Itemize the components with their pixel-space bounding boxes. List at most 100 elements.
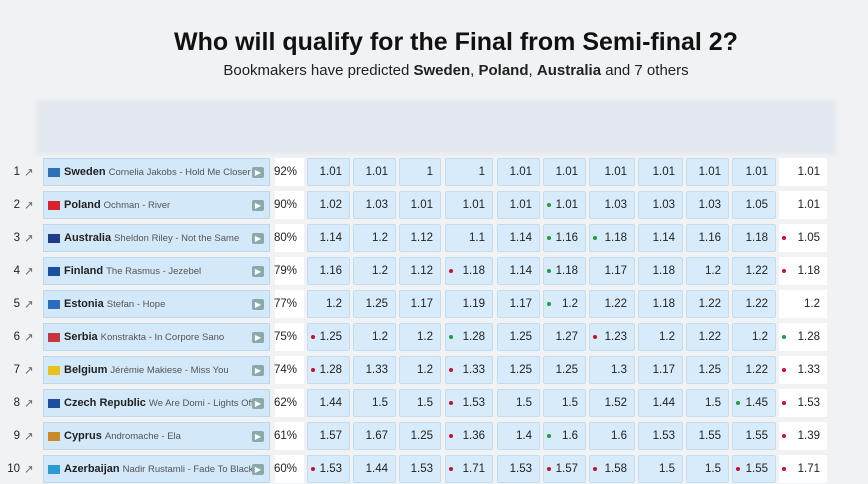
percent: 75%	[274, 323, 304, 351]
play-icon: ▶	[251, 199, 264, 211]
odds: 1.18	[555, 265, 578, 277]
entry[interactable]: Czech Republic We Are Domi - Lights Off ▶	[43, 389, 270, 417]
chart-icon[interactable]: ↗	[24, 464, 34, 476]
odds: 1.03	[698, 199, 721, 211]
odds: 1.18	[745, 232, 768, 244]
odds-cell: 1.02	[307, 191, 350, 219]
odds-cell: 1.25	[353, 290, 396, 318]
percent: 90%	[274, 191, 304, 219]
odds: 1.53	[797, 397, 820, 409]
odds: 1.58	[604, 463, 627, 475]
odds: 1.53	[509, 463, 532, 475]
chart-icon[interactable]: ↗	[24, 365, 34, 377]
odds: 1.67	[365, 430, 388, 442]
odds: 1.5	[417, 397, 433, 409]
trend-dot	[782, 434, 786, 438]
chart-icon[interactable]: ↗	[24, 299, 34, 311]
odds: 1.44	[319, 397, 342, 409]
odds: 1.55	[698, 430, 721, 442]
chart-icon[interactable]: ↗	[24, 200, 34, 212]
entry[interactable]: Poland Ochman - River ▶	[43, 191, 270, 219]
trend-dot	[449, 335, 453, 339]
odds-cell: 1.5	[399, 389, 441, 417]
odds-cell: 1.01	[589, 158, 635, 186]
entry[interactable]: Sweden Cornelia Jakobs - Hold Me Closer ▶	[43, 158, 270, 186]
trend-dot	[547, 434, 551, 438]
odds: 1.14	[319, 232, 342, 244]
odds: 1.22	[745, 265, 768, 277]
odds: 1.2	[752, 331, 768, 343]
play-icon: ▶	[251, 265, 264, 277]
odds: 1.12	[410, 265, 433, 277]
entry[interactable]: Cyprus Andromache - Ela ▶	[43, 422, 270, 450]
trend-dot	[736, 467, 740, 471]
entry[interactable]: Belgium Jérémie Makiese - Miss You ▶	[43, 356, 270, 384]
odds: 1.25	[365, 298, 388, 310]
odds: 1.18	[797, 265, 820, 277]
odds-cell: 1.12	[399, 257, 441, 285]
odds-cell: 1.67	[353, 422, 396, 450]
odds: 1.2	[372, 265, 388, 277]
odds-cell: 1.57	[307, 422, 350, 450]
song: Ochman - River	[103, 199, 171, 211]
odds-cell: 1.2	[732, 323, 776, 351]
odds: 1.33	[797, 364, 820, 376]
percent: 74%	[274, 356, 304, 384]
entry[interactable]: Estonia Stefan - Hope ▶	[43, 290, 270, 318]
odds-cell: 1.71	[779, 455, 827, 483]
flag	[48, 299, 60, 309]
odds-cell: 1.18	[445, 257, 493, 285]
odds-cell: 1.53	[638, 422, 683, 450]
odds-cell: 1.44	[307, 389, 350, 417]
play-icon: ▶	[251, 463, 264, 475]
odds-cell: 1.17	[497, 290, 540, 318]
odds: 1.22	[698, 298, 721, 310]
odds-cell: 1.22	[686, 323, 729, 351]
flag	[48, 365, 60, 375]
song: Stefan - Hope	[106, 298, 166, 310]
odds: 1.01	[555, 199, 578, 211]
odds: 1.01	[604, 166, 627, 178]
odds: 1.18	[652, 265, 675, 277]
odds-cell: 1.44	[353, 455, 396, 483]
odds: 1	[478, 166, 485, 178]
odds: 1.17	[509, 298, 532, 310]
odds: 1.16	[555, 232, 578, 244]
chart-icon[interactable]: ↗	[24, 167, 34, 179]
trend-dot	[547, 302, 551, 306]
play-icon: ▶	[251, 364, 264, 376]
trend-dot	[449, 368, 453, 372]
odds: 1	[426, 166, 433, 178]
flag	[48, 431, 60, 441]
odds: 1.45	[745, 397, 768, 409]
entry[interactable]: Australia Sheldon Riley - Not the Same ▶	[43, 224, 270, 252]
odds: 1.25	[509, 364, 532, 376]
odds: 1.4	[516, 430, 532, 442]
odds: 1.16	[319, 265, 342, 277]
subtitle-part: ,	[470, 62, 479, 79]
odds: 1.71	[462, 463, 485, 475]
chart-icon[interactable]: ↗	[24, 233, 34, 245]
odds: 1.03	[652, 199, 675, 211]
entry[interactable]: Finland The Rasmus - Jezebel ▶	[43, 257, 270, 285]
chart-icon[interactable]: ↗	[24, 398, 34, 410]
entry[interactable]: Serbia Konstrakta - In Corpore Sano ▶	[43, 323, 270, 351]
chart-icon[interactable]: ↗	[24, 266, 34, 278]
entry[interactable]: Azerbaijan Nadir Rustamli - Fade To Black…	[43, 455, 270, 483]
odds: 1.2	[326, 298, 342, 310]
trend-dot	[547, 236, 551, 240]
odds: 1.01	[462, 199, 485, 211]
odds-cell: 1.19	[445, 290, 493, 318]
odds: 1.12	[410, 232, 433, 244]
odds-cell: 1.25	[543, 356, 586, 384]
odds: 1.01	[797, 166, 820, 178]
chart-icon[interactable]: ↗	[24, 332, 34, 344]
trend-dot	[782, 368, 786, 372]
subtitle-part: Poland	[478, 62, 529, 79]
chart-icon[interactable]: ↗	[24, 431, 34, 443]
flag	[48, 332, 60, 342]
subtitle-part: Australia	[536, 62, 602, 79]
odds: 1.39	[797, 430, 820, 442]
odds: 1.5	[562, 397, 578, 409]
